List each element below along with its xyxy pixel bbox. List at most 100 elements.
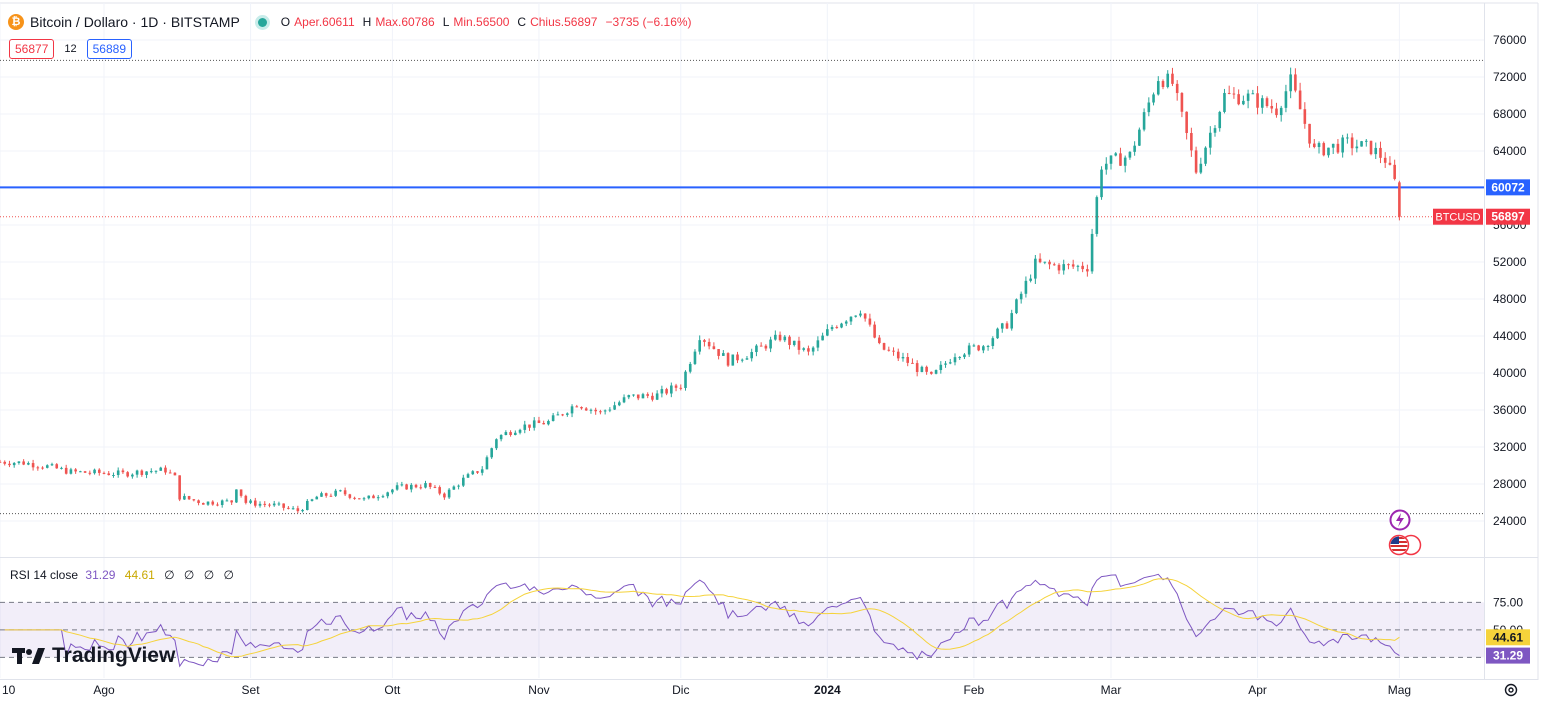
candle-body <box>792 340 796 345</box>
candle-body <box>1360 141 1363 147</box>
candle-body <box>755 345 758 353</box>
candle-body <box>64 467 68 474</box>
x-tick-label: Dic <box>672 683 689 697</box>
candle-body <box>717 349 720 356</box>
lightning-event-icon[interactable] <box>1389 509 1411 531</box>
candle-body <box>462 477 465 486</box>
candle-body <box>1327 147 1330 156</box>
candle-body <box>1374 147 1378 155</box>
candle-body <box>178 475 181 500</box>
candle-body <box>154 470 158 472</box>
open-label: O <box>280 15 291 29</box>
market-status-icon[interactable] <box>257 17 267 27</box>
trade-price-boxes: 56877 12 56889 <box>9 39 132 59</box>
rsi-value-label-bg <box>1486 647 1530 664</box>
candle-body <box>1190 133 1193 151</box>
candle-body <box>901 357 905 359</box>
candle-body <box>0 461 2 463</box>
close-value: Chius.56897 <box>530 15 598 29</box>
symbol-legend[interactable]: ₿ Bitcoin / Dollaro · 1D · BITSTAMP O Ap… <box>8 12 700 32</box>
candle-body <box>868 318 872 325</box>
price-levels <box>0 59 1484 515</box>
candle-body <box>1265 98 1269 107</box>
settings-gear-icon[interactable] <box>1503 682 1519 698</box>
symbol-title[interactable]: Bitcoin / Dollaro · 1D · BITSTAMP <box>30 14 240 30</box>
x-tick-label: Mar <box>1101 683 1122 697</box>
candle-body <box>376 497 380 499</box>
x-tick-label: Mag <box>1388 683 1411 697</box>
tradingview-logo[interactable]: TradingView <box>12 644 175 668</box>
candle-body <box>1237 94 1240 105</box>
candle-body <box>504 432 508 435</box>
candle-body <box>428 483 432 487</box>
candle-body <box>622 397 626 403</box>
candle-body <box>471 471 475 475</box>
candle-body <box>1256 93 1259 108</box>
candle-body <box>1048 261 1051 265</box>
candle-body <box>1052 264 1056 266</box>
y-tick-label: 24000 <box>1493 514 1527 528</box>
candle-body <box>636 394 640 399</box>
candle-body <box>1180 93 1184 112</box>
rsi-legend[interactable]: RSI 14 close 31.29 44.61 ∅ ∅ ∅ ∅ <box>10 568 237 582</box>
candle-body <box>930 371 933 374</box>
candle-body <box>859 313 862 316</box>
us-flag-event-icon[interactable] <box>1387 534 1423 556</box>
candle-body <box>1119 153 1122 166</box>
candle-body <box>50 464 54 466</box>
candle-body <box>60 467 63 469</box>
y-tick-label: 64000 <box>1493 144 1527 158</box>
sell-button[interactable]: 56877 <box>9 39 55 59</box>
candle-body <box>1388 162 1392 165</box>
candle-body <box>1185 111 1188 134</box>
rsi-line <box>4 573 1400 668</box>
rsi-ma-label-bg <box>1486 629 1530 646</box>
y-tick-label: 32000 <box>1493 440 1527 454</box>
candle-body <box>722 353 725 356</box>
candle-body <box>367 495 371 499</box>
candle-body <box>750 352 753 359</box>
y-tick-label: 40000 <box>1493 366 1527 380</box>
candle-body <box>613 405 616 410</box>
candle-body <box>759 345 763 347</box>
candle-body <box>821 335 824 341</box>
y-tick-label: 76000 <box>1493 33 1527 47</box>
candle-body <box>1152 94 1155 103</box>
candle-body <box>811 347 815 352</box>
candle-body <box>1175 83 1179 94</box>
low-label: L <box>442 15 450 29</box>
candle-body <box>216 504 219 506</box>
candle-body <box>239 489 243 496</box>
candle-body <box>1015 299 1018 314</box>
candle-body <box>55 464 59 469</box>
candle-body <box>485 457 489 470</box>
candle-body <box>1034 258 1037 279</box>
candle-body <box>419 487 423 489</box>
candle-body <box>967 345 971 355</box>
candle-body <box>480 469 484 473</box>
buy-button[interactable]: 56889 <box>86 39 132 59</box>
candle-body <box>381 496 385 498</box>
candle-body <box>1294 74 1297 91</box>
candle-body <box>1350 137 1354 149</box>
candle-body <box>632 394 635 396</box>
candle-body <box>1024 280 1028 294</box>
candle-body <box>1298 90 1302 110</box>
candle-body <box>1364 140 1368 142</box>
candle-body <box>1322 143 1326 156</box>
candle-body <box>1199 163 1203 173</box>
candle-body <box>584 408 588 411</box>
candle-body <box>1005 323 1009 329</box>
candle-body <box>93 469 96 474</box>
candle-body <box>22 461 25 465</box>
candle-body <box>164 467 167 473</box>
candle-body <box>476 471 479 473</box>
candle-body <box>660 389 664 394</box>
candle-body <box>674 385 678 388</box>
candle-body <box>131 474 134 477</box>
candle-body <box>953 357 957 363</box>
candle-body <box>1156 81 1160 95</box>
candle-body <box>490 448 493 458</box>
